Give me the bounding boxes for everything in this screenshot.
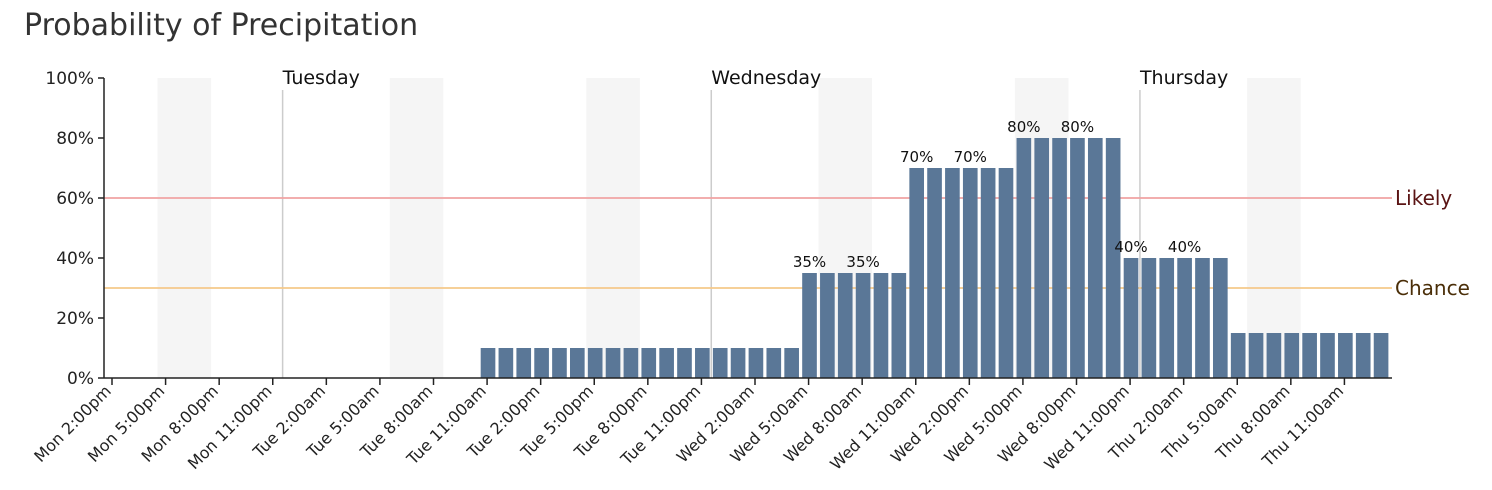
bar-value-label: 40%	[1114, 238, 1147, 256]
bar	[1266, 333, 1282, 378]
bar	[1195, 258, 1210, 378]
y-tick-label: 20%	[56, 309, 94, 329]
bar	[659, 348, 674, 378]
bar	[516, 348, 532, 378]
bar	[1105, 138, 1121, 378]
bar	[1355, 333, 1371, 378]
y-tick-label: 60%	[56, 189, 94, 209]
bar-value-label: 80%	[1061, 118, 1094, 136]
bar	[534, 348, 549, 378]
day-boundaries: Tuesday Wednesday Thursday	[282, 67, 1228, 378]
bar-value-label: 80%	[1007, 118, 1040, 136]
night-band	[389, 78, 444, 378]
bar	[1338, 333, 1353, 378]
bar	[766, 348, 782, 378]
bar	[712, 348, 728, 378]
bar	[623, 348, 639, 378]
bar	[569, 348, 585, 378]
y-tick-label: 0%	[67, 369, 94, 389]
bar	[748, 348, 764, 378]
threshold-label: Likely	[1395, 186, 1452, 210]
night-band	[157, 78, 212, 378]
bar	[1016, 138, 1032, 378]
night-band	[1247, 78, 1301, 378]
y-tick-label: 80%	[56, 129, 94, 149]
bar	[837, 273, 853, 378]
bar	[1034, 138, 1050, 378]
bar-value-label: 35%	[793, 253, 826, 271]
bar	[855, 273, 871, 378]
y-tick-label: 100%	[45, 69, 94, 89]
bar	[1230, 333, 1246, 378]
bar	[962, 168, 978, 378]
bar	[1159, 258, 1175, 378]
bar	[1320, 333, 1335, 378]
bar	[677, 348, 692, 378]
y-tick-label: 40%	[56, 249, 94, 269]
bar	[730, 348, 746, 378]
day-label: Thursday	[1139, 67, 1228, 89]
bar-value-label: 40%	[1168, 238, 1201, 256]
bar	[802, 273, 817, 378]
bar	[552, 348, 567, 378]
bar	[1302, 333, 1317, 378]
bar	[945, 168, 960, 378]
bar	[480, 348, 496, 378]
threshold-label: Chance	[1395, 276, 1470, 300]
bar-value-label: 70%	[954, 148, 987, 166]
bar	[605, 348, 621, 378]
bar	[498, 348, 514, 378]
bar	[1123, 258, 1139, 378]
bar	[1087, 138, 1103, 378]
bar	[909, 168, 925, 378]
bar	[873, 273, 889, 378]
day-label: Tuesday	[282, 67, 360, 89]
chart-title: Probability of Precipitation	[24, 8, 419, 43]
bar	[980, 168, 996, 378]
day-label: Wednesday	[711, 67, 821, 89]
bar	[1373, 333, 1389, 378]
bar-labels: 35% 35% 70% 70% 80% 80% 40% 40%	[793, 118, 1201, 271]
bar	[1248, 333, 1264, 378]
bar	[1177, 258, 1192, 378]
bar	[1284, 333, 1300, 378]
bar	[1141, 258, 1157, 378]
bar	[784, 348, 799, 378]
bar-value-label: 70%	[900, 148, 933, 166]
night-band	[586, 78, 640, 378]
bar-value-label: 35%	[846, 253, 879, 271]
bar	[891, 273, 907, 378]
bar	[998, 168, 1014, 378]
bar	[587, 348, 603, 378]
bar	[695, 348, 710, 378]
bar	[820, 273, 835, 378]
bar	[641, 348, 657, 378]
bar	[1070, 138, 1085, 378]
bar	[927, 168, 942, 378]
bar	[1212, 258, 1228, 378]
bar	[1052, 138, 1067, 378]
bars	[480, 138, 1389, 378]
